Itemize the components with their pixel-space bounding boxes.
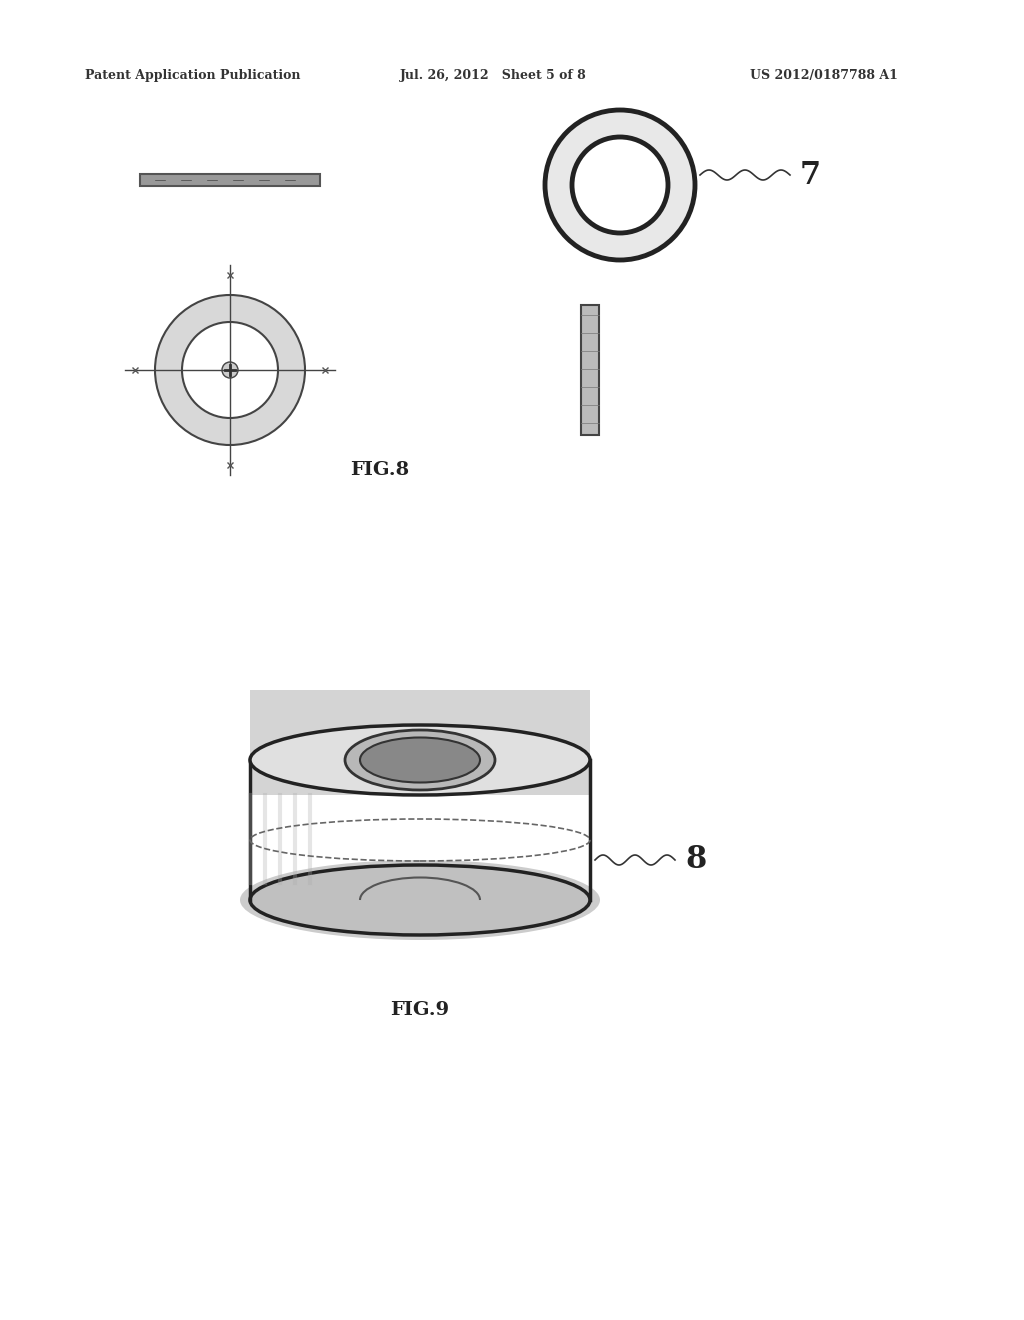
Text: 8: 8 (685, 845, 707, 875)
Text: FIG.8: FIG.8 (350, 461, 410, 479)
Text: FIG.9: FIG.9 (390, 1001, 450, 1019)
Text: Patent Application Publication: Patent Application Publication (85, 69, 300, 82)
Ellipse shape (345, 730, 495, 789)
Circle shape (182, 322, 278, 418)
Circle shape (155, 294, 305, 445)
Circle shape (572, 137, 668, 234)
Text: 7: 7 (800, 160, 821, 190)
Text: US 2012/0187788 A1: US 2012/0187788 A1 (750, 69, 898, 82)
Ellipse shape (250, 865, 590, 935)
Circle shape (222, 362, 238, 378)
Bar (250, 690, 590, 795)
Circle shape (545, 110, 695, 260)
Text: Jul. 26, 2012   Sheet 5 of 8: Jul. 26, 2012 Sheet 5 of 8 (400, 69, 587, 82)
Ellipse shape (250, 725, 590, 795)
Ellipse shape (360, 738, 480, 783)
Ellipse shape (240, 861, 600, 940)
Bar (581, 305, 599, 436)
Bar (140, 174, 319, 186)
